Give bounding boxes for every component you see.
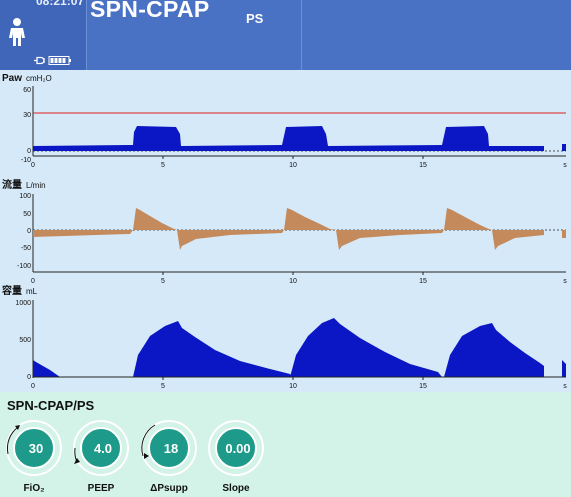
paw-x-tick: 5: [161, 162, 165, 169]
volume-x-tick: 0: [31, 383, 35, 390]
peep-value: 4.0: [93, 441, 113, 456]
clock-readout: 08:21:07: [36, 0, 85, 8]
slope-knob[interactable]: 0.00: [206, 418, 266, 478]
dial-ring-icon: [141, 420, 197, 476]
fio2-value: 30: [28, 441, 44, 456]
ventilation-submode: PS: [246, 11, 264, 26]
flow-unit: L/min: [26, 181, 46, 190]
flow-waveform[interactable]: 流量 L/min 100 50 0 -50 -100 0 5 10 15 s: [2, 178, 567, 285]
dial-ring-icon: [6, 420, 62, 476]
paw-trace: [33, 126, 544, 151]
paw-x-tick: 0: [31, 162, 35, 169]
settings-panel: SPN-CPAP/PS 30 FiO₂ 4.0 PEEP 18 ΔPsupp 0…: [0, 392, 571, 497]
flow-y-tick: -100: [17, 263, 31, 270]
dial-ring-icon: [73, 420, 129, 476]
peep-label: PEEP: [87, 483, 115, 494]
plug-icon: [34, 56, 45, 65]
flow-y-tick: 100: [19, 193, 31, 200]
flow-title: 流量: [2, 178, 22, 191]
volume-x-tick: 10: [289, 383, 297, 390]
psupp-knob[interactable]: 18: [139, 418, 199, 478]
flow-y-tick: 0: [27, 228, 31, 235]
paw-y-tick: -10: [21, 157, 31, 164]
paw-x-tick: 10: [289, 162, 297, 169]
slope-value: 0.00: [225, 441, 251, 456]
flow-x-tick: 5: [161, 278, 165, 285]
person-icon: [9, 18, 25, 46]
psupp-label: ΔPsupp: [150, 483, 188, 494]
header-bar: 08:21:07 SPN-CPAP PS: [0, 0, 571, 70]
slope-label: Slope: [222, 483, 250, 494]
paw-y-tick: 0: [27, 148, 31, 155]
flow-y-tick: -50: [21, 245, 31, 252]
volume-waveform[interactable]: 容量 mL 1000 500 0 0 5 10 15 s: [1, 284, 567, 390]
ventilation-mode-title[interactable]: SPN-CPAP: [90, 0, 210, 22]
volume-y-tick: 0: [27, 374, 31, 381]
waveform-area: Paw cmH₂O 60 30 0 -10 0 5 10 15 s 流量 L/m…: [1, 73, 567, 390]
volume-x-unit: s: [563, 383, 567, 390]
battery-icon: [48, 56, 71, 65]
flow-x-tick: 15: [419, 278, 427, 285]
fio2-knob[interactable]: 30: [4, 418, 64, 478]
paw-waveform[interactable]: Paw cmH₂O 60 30 0 -10 0 5 10 15 s: [2, 73, 567, 169]
paw-x-unit: s: [563, 162, 567, 169]
patient-status-cell[interactable]: 08:21:07: [0, 0, 87, 70]
flow-trace: [33, 208, 544, 250]
paw-x-tick: 15: [419, 162, 427, 169]
volume-x-tick: 5: [161, 383, 165, 390]
volume-title: 容量: [1, 284, 22, 297]
header-divider: [301, 0, 302, 70]
flow-x-tick: 0: [31, 278, 35, 285]
flow-x-tick: 10: [289, 278, 297, 285]
paw-y-tick: 30: [23, 112, 31, 119]
fio2-label: FiO₂: [23, 483, 45, 494]
panel-title: SPN-CPAP/PS: [7, 398, 95, 413]
volume-y-tick: 500: [19, 337, 31, 344]
volume-y-tick: 1000: [15, 300, 31, 307]
volume-trace: [33, 318, 544, 377]
paw-unit: cmH₂O: [26, 74, 52, 83]
volume-x-tick: 15: [419, 383, 427, 390]
psupp-value: 18: [163, 441, 179, 456]
paw-title: Paw: [2, 73, 22, 84]
dial-ring-icon: [208, 420, 264, 476]
paw-y-tick: 60: [23, 87, 31, 94]
flow-x-unit: s: [563, 278, 567, 285]
peep-knob[interactable]: 4.0: [71, 418, 131, 478]
volume-unit: mL: [26, 287, 38, 296]
flow-y-tick: 50: [23, 211, 31, 218]
